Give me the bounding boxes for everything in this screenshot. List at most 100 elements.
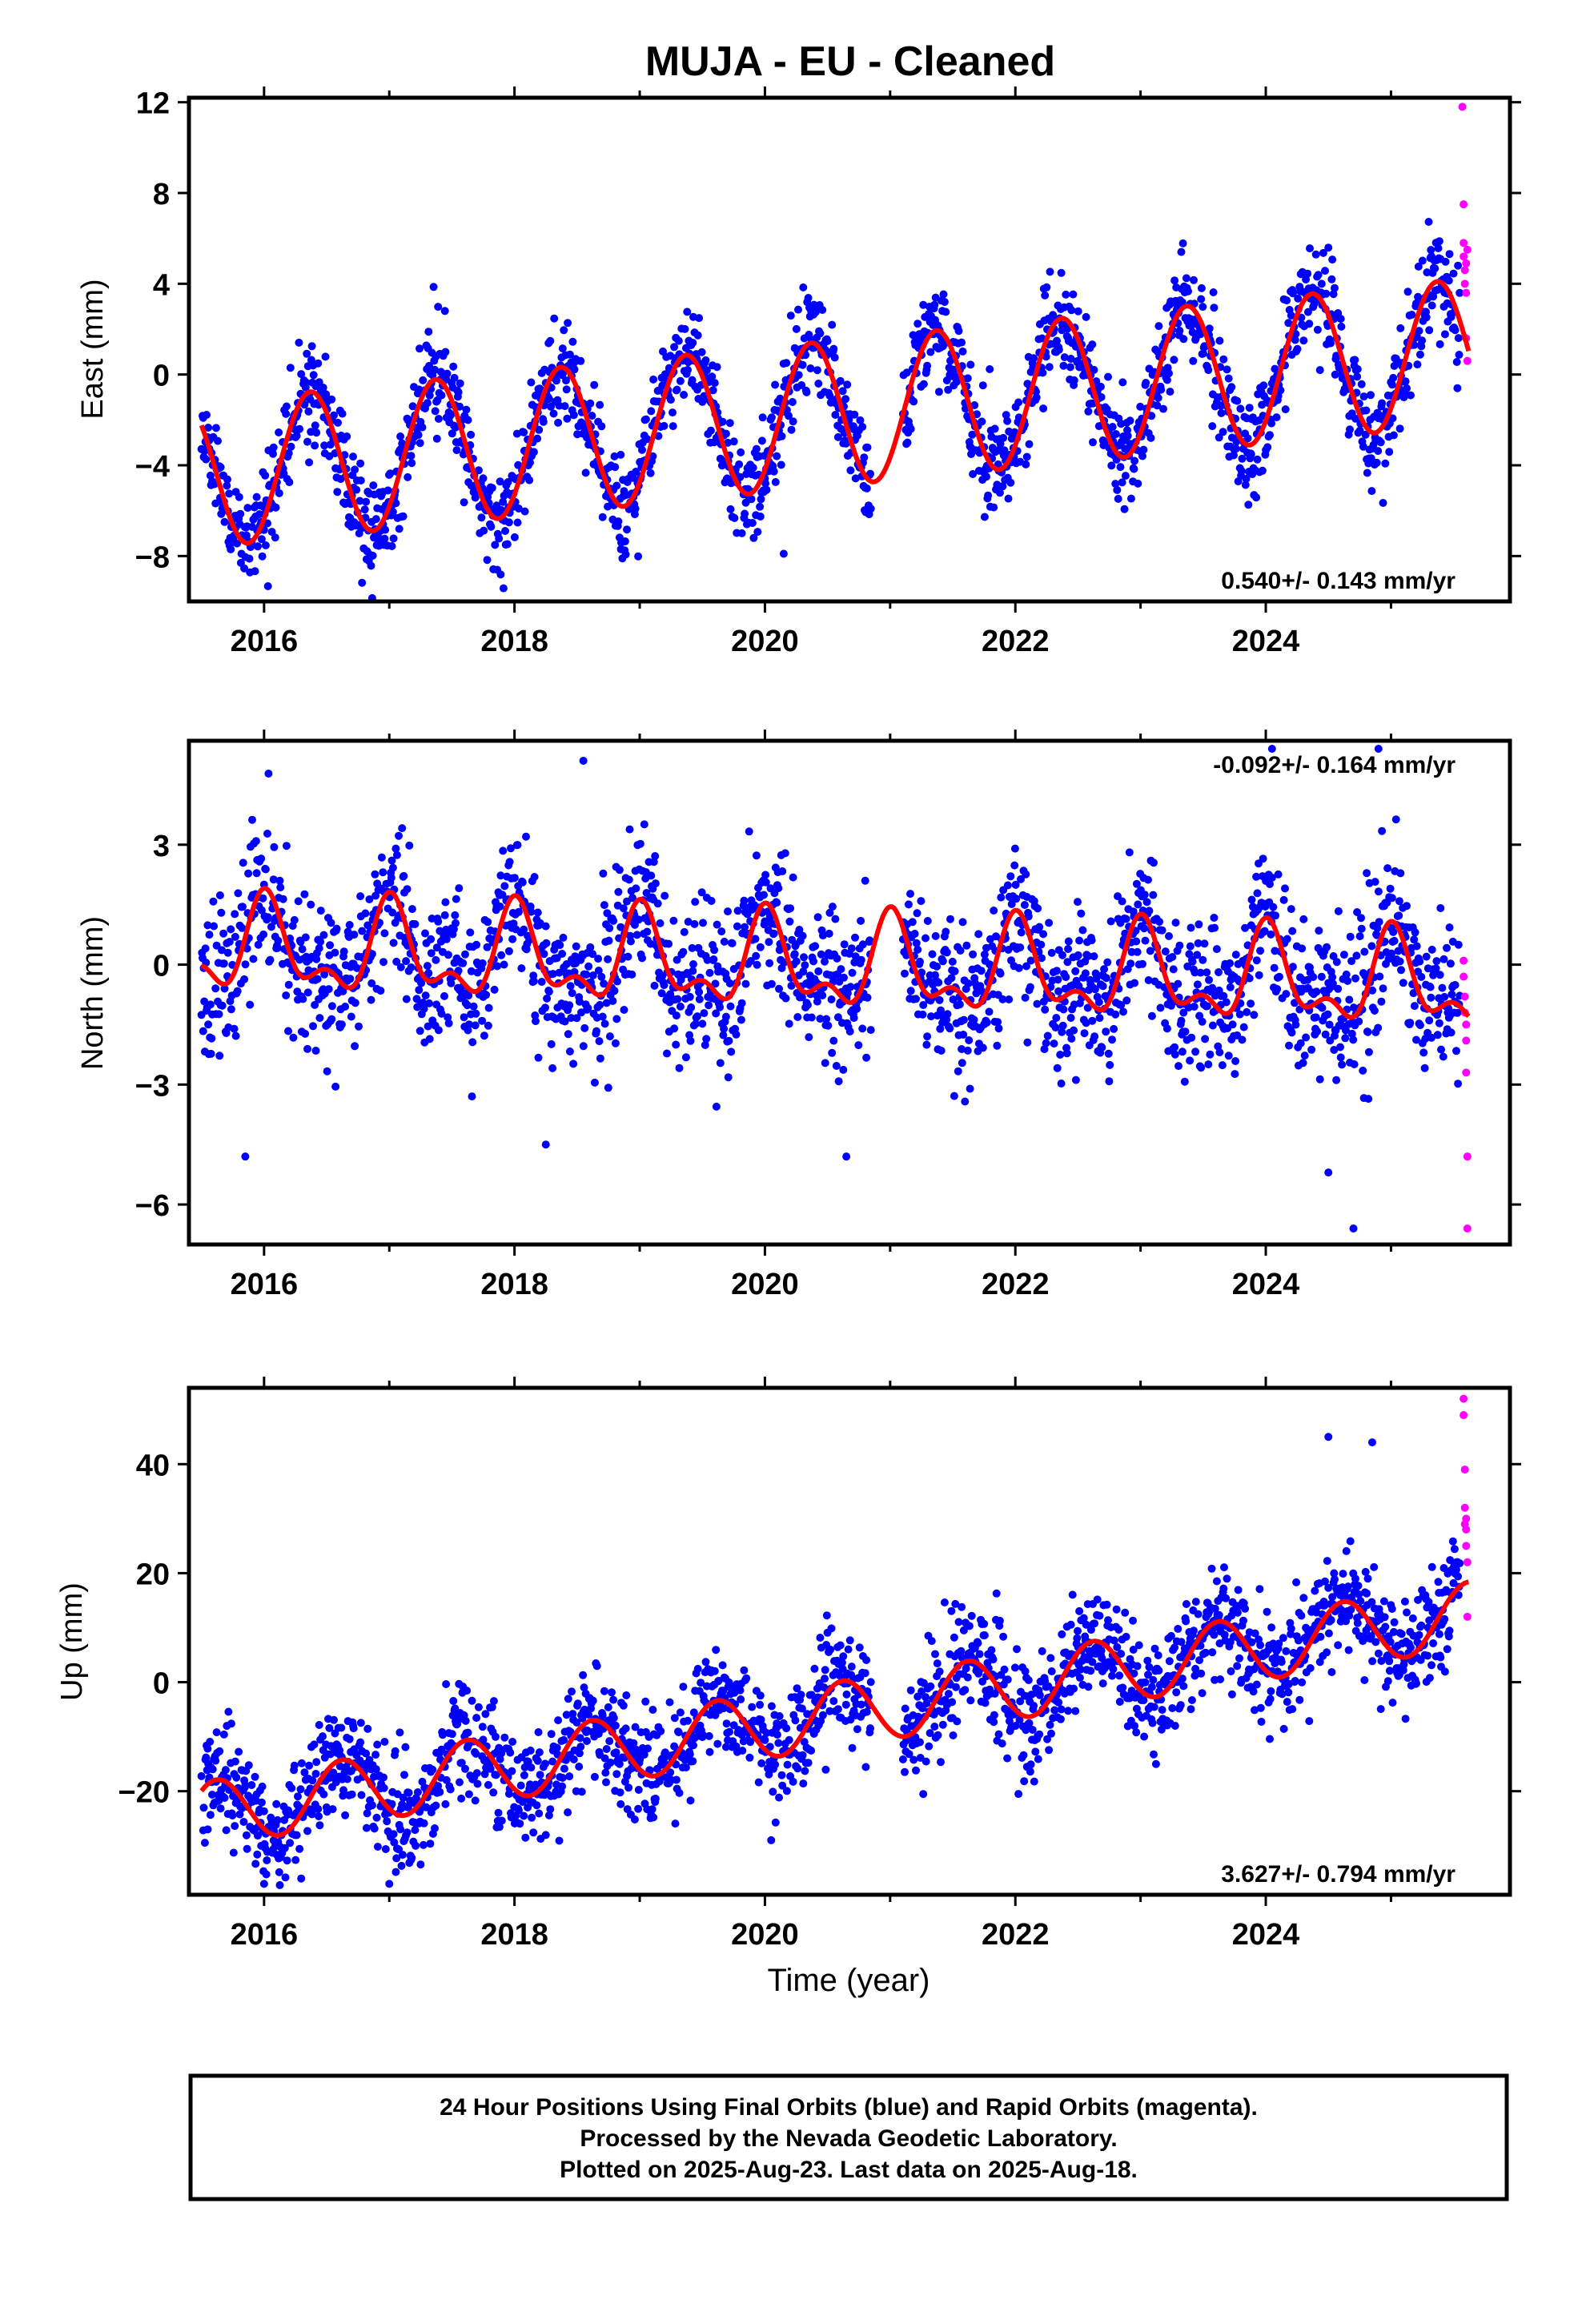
north-data-point: [580, 1023, 589, 1032]
east-x-ticks: 2016 2018 2020 2022 2024: [231, 86, 1392, 658]
north-data-point: [687, 1003, 696, 1011]
east-data-point: [1381, 459, 1390, 468]
north-data-point: [600, 1019, 609, 1028]
north-data-point: [1035, 923, 1044, 931]
east-data-point: [597, 422, 606, 431]
east-data-point: [510, 533, 519, 541]
east-data-point: [830, 353, 839, 362]
north-data-point: [1158, 926, 1166, 935]
north-data-point: [484, 1003, 493, 1012]
east-data-point: [261, 541, 270, 549]
north-data-point: [284, 980, 293, 989]
north-data-point: [282, 842, 291, 850]
north-data-point: [1134, 900, 1142, 909]
east-data-point: [1299, 336, 1308, 345]
north-data-point: [257, 906, 266, 915]
east-data-point: [999, 433, 1008, 442]
north-data-point: [365, 895, 374, 903]
north-data-point: [1432, 957, 1441, 966]
north-data-point: [1165, 932, 1173, 940]
east-data-point: [724, 438, 732, 447]
east-data-point: [697, 348, 706, 356]
figure-title: MUJA - EU - Cleaned: [645, 38, 1055, 85]
east-data-point: [913, 320, 922, 328]
north-data-point: [1083, 1003, 1092, 1012]
north-data-point: [1375, 972, 1384, 981]
north-data-point: [681, 1053, 690, 1062]
north-data-point: [1077, 909, 1086, 918]
up-data-point: [396, 1728, 404, 1737]
up-data-point: [215, 1747, 224, 1755]
north-data-point: [270, 842, 279, 851]
north-data-point: [1426, 983, 1435, 991]
north-data-point: [656, 919, 665, 927]
east-data-point: [1287, 312, 1295, 320]
up-data-point: [575, 1763, 584, 1771]
north-data-point: [1088, 1016, 1097, 1025]
east-data-point: [611, 463, 620, 472]
east-x-tick-label: 2016: [231, 625, 299, 658]
east-data-point: [1170, 276, 1179, 285]
north-data-point: [496, 903, 504, 911]
east-data-point: [1407, 391, 1415, 400]
up-data-point: [273, 1815, 282, 1824]
north-data-point: [1215, 968, 1223, 976]
north-data-point: [389, 939, 398, 947]
north-data-point: [1106, 1060, 1114, 1069]
up-data-point: [651, 1795, 660, 1803]
east-data-point: [666, 396, 675, 404]
up-data-point: [389, 1830, 398, 1839]
north-data-point: [367, 995, 375, 1004]
up-data-point: [362, 1749, 371, 1758]
east-data-point: [416, 439, 424, 448]
north-data-point: [1071, 967, 1080, 975]
east-data-point: [284, 448, 293, 457]
north-data-point: [227, 925, 235, 934]
north-data-point: [1412, 1035, 1420, 1044]
north-data-point: [594, 955, 603, 963]
north-data-point: [341, 1003, 350, 1011]
north-data-point: [1259, 854, 1267, 863]
east-data-point: [1351, 414, 1359, 423]
east-data-point: [1070, 376, 1078, 384]
up-data-point: [573, 1699, 582, 1708]
north-data-point: [927, 1012, 935, 1021]
east-data-point: [333, 488, 342, 497]
east-data-point: [1252, 493, 1261, 502]
north-data-point: [379, 868, 387, 877]
up-data-point: [408, 1853, 416, 1862]
north-data-point: [752, 951, 761, 960]
north-data-point: [1205, 975, 1213, 984]
north-data-point: [398, 824, 407, 833]
up-data-point: [634, 1804, 643, 1813]
north-data-point: [1081, 969, 1090, 978]
north-data-point: [740, 896, 749, 905]
east-data-point: [773, 452, 781, 460]
north-data-point: [638, 954, 646, 963]
east-data-point: [748, 519, 757, 527]
east-data-point: [440, 307, 449, 316]
north-data-point: [584, 962, 593, 971]
north-data-point: [1372, 931, 1381, 939]
up-points: [197, 1433, 1464, 1889]
north-data-point: [818, 931, 827, 940]
up-data-point: [535, 1809, 544, 1818]
up-data-point: [436, 1787, 444, 1796]
east-data-point: [1217, 408, 1226, 417]
north-data-point: [210, 922, 219, 931]
east-data-point: [1245, 404, 1254, 412]
north-data-point: [1140, 924, 1149, 933]
east-data-point: [282, 402, 291, 411]
north-data-point: [1012, 895, 1021, 903]
east-data-point: [355, 497, 364, 505]
east-data-point: [320, 441, 329, 450]
north-data-point: [327, 1002, 336, 1011]
east-data-point: [816, 329, 825, 338]
north-data-point: [392, 957, 401, 966]
north-data-point: [1334, 984, 1343, 993]
east-data-point: [539, 417, 548, 426]
north-data-point: [604, 936, 613, 945]
east-data-point: [1182, 274, 1191, 283]
north-data-point: [964, 979, 973, 988]
north-data-point: [787, 981, 796, 990]
